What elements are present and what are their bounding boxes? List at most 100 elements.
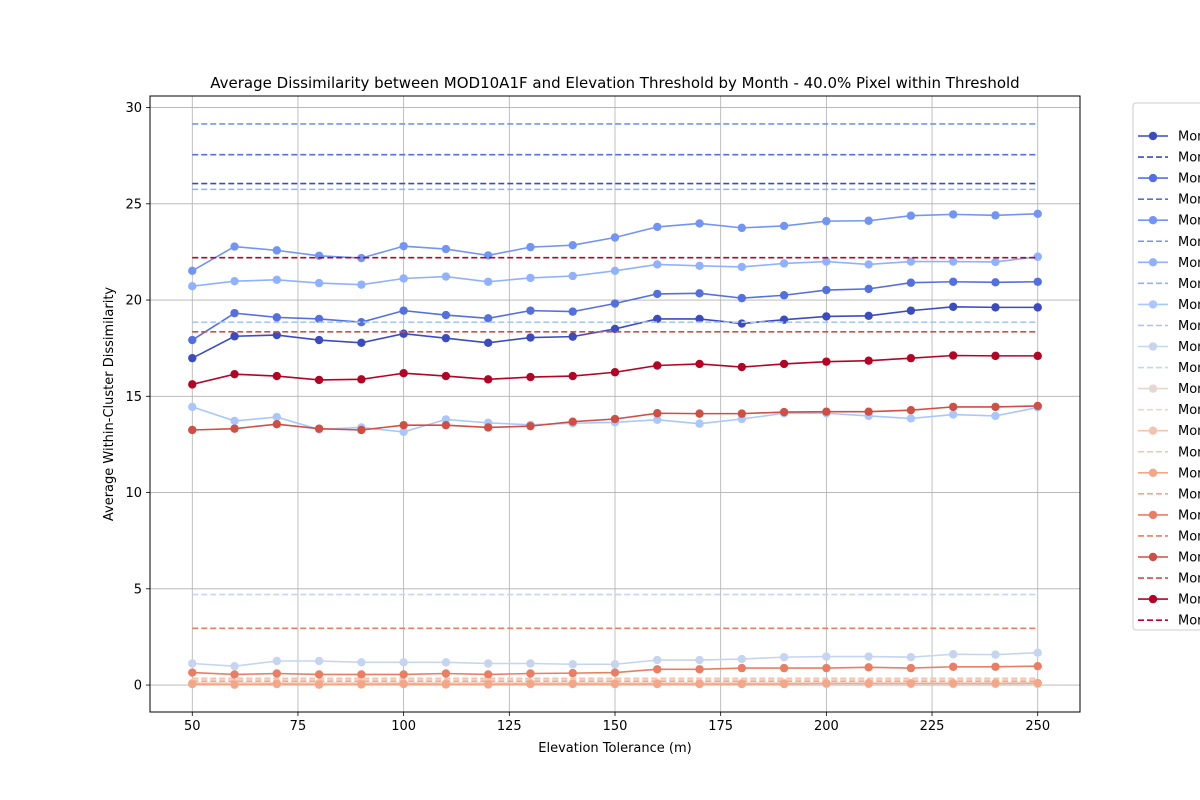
- data-point: [272, 669, 282, 678]
- data-point: [653, 222, 662, 232]
- data-point: [695, 419, 704, 428]
- data-point: [526, 273, 535, 283]
- data-point: [906, 414, 916, 423]
- data-point: [526, 669, 535, 678]
- x-tick-label: 175: [708, 719, 733, 734]
- data-point: [610, 660, 620, 669]
- legend-item: Mon: [1138, 298, 1200, 313]
- data-point: [610, 414, 620, 424]
- data-point: [483, 375, 493, 384]
- y-tick-label: 10: [125, 486, 142, 501]
- data-point: [948, 210, 958, 219]
- data-point: [1033, 277, 1042, 286]
- x-tick-label: 75: [290, 719, 307, 734]
- data-point: [441, 371, 451, 381]
- data-point: [272, 313, 282, 322]
- data-point: [441, 415, 451, 424]
- data-point: [526, 421, 535, 431]
- legend-marker: [1148, 131, 1158, 141]
- data-point: [653, 655, 662, 665]
- data-point: [779, 407, 789, 417]
- legend-item: Mon: [1138, 529, 1200, 544]
- data-point: [1033, 401, 1042, 411]
- data-point: [399, 274, 408, 283]
- legend-item: Mon: [1138, 614, 1200, 629]
- data-point: [357, 670, 366, 679]
- data-point: [230, 424, 239, 433]
- data-point: [272, 246, 282, 255]
- data-point: [230, 332, 239, 341]
- data-point: [399, 369, 408, 378]
- series-3: [188, 277, 1042, 345]
- x-axis-title: Elevation Tolerance (m): [538, 741, 691, 756]
- data-point: [1033, 661, 1042, 671]
- legend-item: Mon: [1138, 487, 1200, 502]
- data-point: [272, 330, 282, 340]
- data-point: [188, 335, 197, 345]
- data-point: [864, 407, 873, 416]
- legend-label: Mon: [1178, 382, 1200, 397]
- legend-label: Mon: [1178, 361, 1200, 376]
- data-point: [568, 371, 577, 381]
- legend-marker: [1148, 300, 1158, 309]
- data-point: [399, 420, 408, 430]
- data-point: [1033, 303, 1042, 312]
- data-point: [314, 424, 324, 433]
- legend-marker: [1148, 173, 1158, 183]
- data-point: [399, 427, 408, 437]
- data-point: [695, 289, 704, 298]
- data-point: [991, 303, 1000, 312]
- data-point: [779, 291, 789, 300]
- x-tick-label: 125: [497, 719, 522, 734]
- data-point: [737, 293, 747, 303]
- data-point: [272, 420, 282, 429]
- legend-label: Mon: [1178, 403, 1200, 418]
- legend-item: Mon: [1138, 340, 1200, 355]
- data-point: [653, 409, 662, 418]
- data-point: [357, 338, 366, 347]
- legend-item: Mon: [1138, 551, 1200, 566]
- data-point: [864, 216, 873, 225]
- data-point: [948, 302, 958, 311]
- y-tick-label: 25: [125, 197, 142, 212]
- legend-label: Mon: [1178, 256, 1200, 271]
- data-point: [188, 402, 197, 412]
- chart-title: Average Dissimilarity between MOD10A1F a…: [210, 74, 1019, 92]
- data-point: [568, 660, 577, 669]
- data-point: [357, 253, 366, 263]
- y-tick-label: 0: [134, 679, 142, 694]
- x-tick-label: 100: [391, 719, 416, 734]
- data-point: [695, 314, 704, 324]
- x-tick-label: 150: [603, 719, 628, 734]
- legend-label: Mon: [1178, 508, 1200, 523]
- data-point: [822, 312, 831, 321]
- data-point: [230, 680, 239, 689]
- data-point: [230, 308, 239, 318]
- data-point: [357, 658, 366, 667]
- data-point: [906, 257, 916, 266]
- data-point: [441, 310, 451, 320]
- data-point: [737, 262, 747, 272]
- legend-item: Mon: [1138, 130, 1200, 145]
- data-point: [610, 266, 620, 275]
- legend-label: Mon: [1178, 340, 1200, 355]
- data-point: [695, 655, 704, 665]
- legend-marker: [1148, 384, 1158, 393]
- legend-label: Mon: [1178, 235, 1200, 250]
- data-point: [610, 368, 620, 377]
- data-point: [695, 261, 704, 270]
- data-point: [991, 278, 1000, 287]
- data-point: [230, 416, 239, 426]
- y-tick-label: 5: [134, 582, 142, 597]
- data-point: [230, 670, 239, 679]
- data-point: [568, 271, 577, 281]
- data-point: [610, 668, 620, 677]
- data-point: [441, 658, 451, 667]
- data-point: [610, 299, 620, 308]
- data-point: [948, 410, 958, 419]
- data-point: [1033, 209, 1042, 219]
- legend-marker: [1148, 468, 1158, 477]
- data-point: [991, 211, 1000, 220]
- data-point: [822, 285, 831, 295]
